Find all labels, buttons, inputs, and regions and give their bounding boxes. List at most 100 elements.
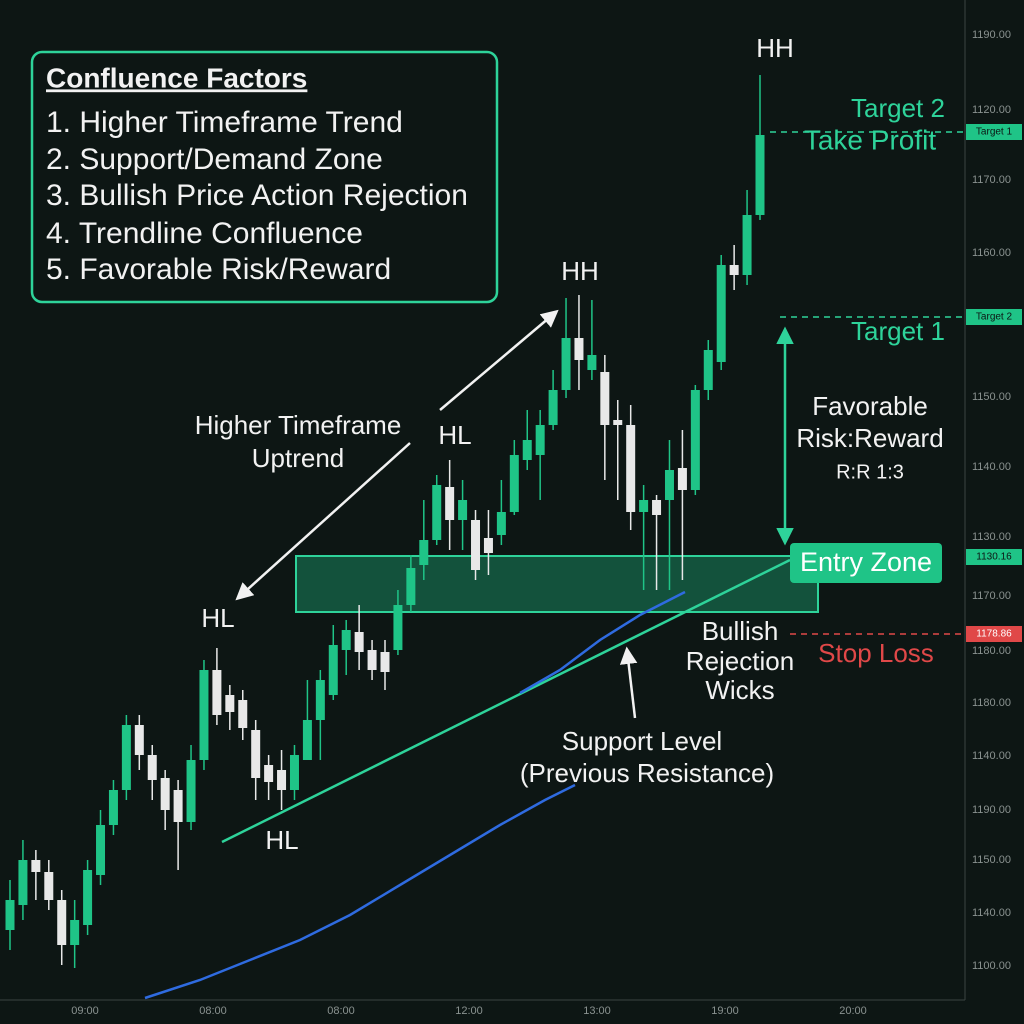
- candle-body: [96, 825, 106, 875]
- confluence-item: 5. Favorable Risk/Reward: [46, 253, 391, 286]
- label-hh: HH: [561, 256, 599, 286]
- uptrend-label: Higher Timeframe: [195, 410, 402, 440]
- candle-body: [264, 765, 274, 782]
- confluence-title: Confluence Factors: [46, 62, 307, 93]
- moving-average: [519, 590, 686, 695]
- candle-body: [626, 425, 636, 512]
- candle-body: [70, 920, 80, 945]
- candle-body: [328, 645, 338, 695]
- time-axis-label: 19:00: [711, 1005, 739, 1017]
- candle-body: [277, 770, 287, 790]
- candle-body: [134, 725, 144, 755]
- support-label: Support Level: [562, 726, 722, 756]
- candle-body: [341, 630, 351, 650]
- candle-body: [315, 680, 325, 720]
- candle-body: [639, 500, 649, 512]
- price-axis-label: 1130.00: [972, 531, 1011, 543]
- candle-body: [302, 720, 312, 760]
- wicks-label: Bullish: [702, 616, 779, 646]
- candle-body: [548, 390, 558, 425]
- time-axis-label: 08:00: [327, 1005, 355, 1017]
- label-hh: HH: [756, 33, 794, 63]
- price-axis-label: 1190.00: [972, 804, 1011, 816]
- candle-body: [173, 790, 183, 822]
- time-axis-label: 08:00: [199, 1005, 227, 1017]
- price-axis-label: 1180.00: [972, 645, 1011, 657]
- confluence-item: 4. Trendline Confluence: [46, 217, 363, 250]
- candle-body: [147, 755, 157, 780]
- candle-body: [225, 695, 235, 712]
- candle-body: [367, 650, 377, 670]
- candle-body: [5, 900, 15, 930]
- moving-average: [144, 783, 576, 1000]
- arrow: [439, 309, 559, 411]
- candle-body: [251, 730, 261, 778]
- candle-body: [677, 468, 687, 490]
- candle-body: [716, 265, 726, 362]
- price-tag-label: 1178.86: [976, 629, 1012, 640]
- candle-body: [160, 778, 170, 810]
- stop-loss-label: Stop Loss: [818, 638, 934, 668]
- price-axis-label: 1190.00: [972, 29, 1011, 41]
- uptrend-label: Uptrend: [252, 443, 345, 473]
- price-axis-label: 1170.00: [972, 174, 1011, 186]
- candle-body: [509, 455, 519, 512]
- candle-body: [613, 420, 623, 425]
- price-axis-label: 1140.00: [972, 907, 1011, 919]
- confluence-item: 2. Support/Demand Zone: [46, 143, 383, 176]
- candle-body: [121, 725, 131, 790]
- wicks-label: Wicks: [705, 675, 774, 705]
- candle-body: [419, 540, 429, 565]
- candle-body: [458, 500, 468, 520]
- arrow: [619, 646, 638, 719]
- candle-body: [522, 440, 532, 460]
- candle-body: [44, 872, 54, 900]
- price-axis-label: 1170.00: [972, 590, 1011, 602]
- candle-body: [393, 605, 403, 650]
- rr-label: Favorable: [812, 391, 928, 421]
- candle-body: [380, 652, 390, 672]
- candle-body: [664, 470, 674, 500]
- candle-body: [354, 632, 364, 652]
- candle-body: [212, 670, 222, 715]
- price-axis-label: 1180.00: [972, 697, 1011, 709]
- price-axis-label: 1150.00: [972, 854, 1011, 866]
- entry-zone-tag: [790, 543, 942, 583]
- time-axis-label: 09:00: [71, 1005, 99, 1017]
- confluence-box: [30, 50, 499, 304]
- candle-body: [703, 350, 713, 390]
- entry-zone-label: Entry Zone: [800, 547, 932, 577]
- wicks-label: Rejection: [686, 646, 794, 676]
- candle-body: [574, 338, 584, 360]
- candles: [5, 75, 765, 968]
- candle-body: [238, 700, 248, 728]
- candle-body: [108, 790, 118, 825]
- label-hl: HL: [201, 603, 234, 633]
- candle-body: [652, 500, 662, 515]
- label-hl: HL: [438, 420, 471, 450]
- entry-zone-box: [295, 555, 819, 613]
- price-tag: [966, 309, 1022, 325]
- candle-body: [561, 338, 571, 390]
- candle-body: [483, 538, 493, 553]
- candle-body: [587, 355, 597, 370]
- candle-body: [289, 755, 299, 790]
- candle-body: [31, 860, 41, 872]
- candle-body: [535, 425, 545, 455]
- confluence-item: 1. Higher Timeframe Trend: [46, 106, 403, 139]
- candle-body: [406, 568, 416, 605]
- candle-body: [199, 670, 209, 760]
- candle-body: [445, 487, 455, 520]
- take-profit-label: Take Profit: [804, 124, 936, 155]
- price-tag-label: Target 2: [976, 312, 1013, 323]
- candle-body: [18, 860, 28, 905]
- candle-body: [186, 760, 196, 822]
- price-tag: [966, 124, 1022, 140]
- candle-body: [432, 485, 442, 540]
- label-hl: HL: [265, 825, 298, 855]
- candle-body: [742, 215, 752, 275]
- price-axis-label: 1100.00: [972, 960, 1011, 972]
- candle-body: [600, 372, 610, 425]
- price-tag-label: 1130.16: [976, 552, 1012, 563]
